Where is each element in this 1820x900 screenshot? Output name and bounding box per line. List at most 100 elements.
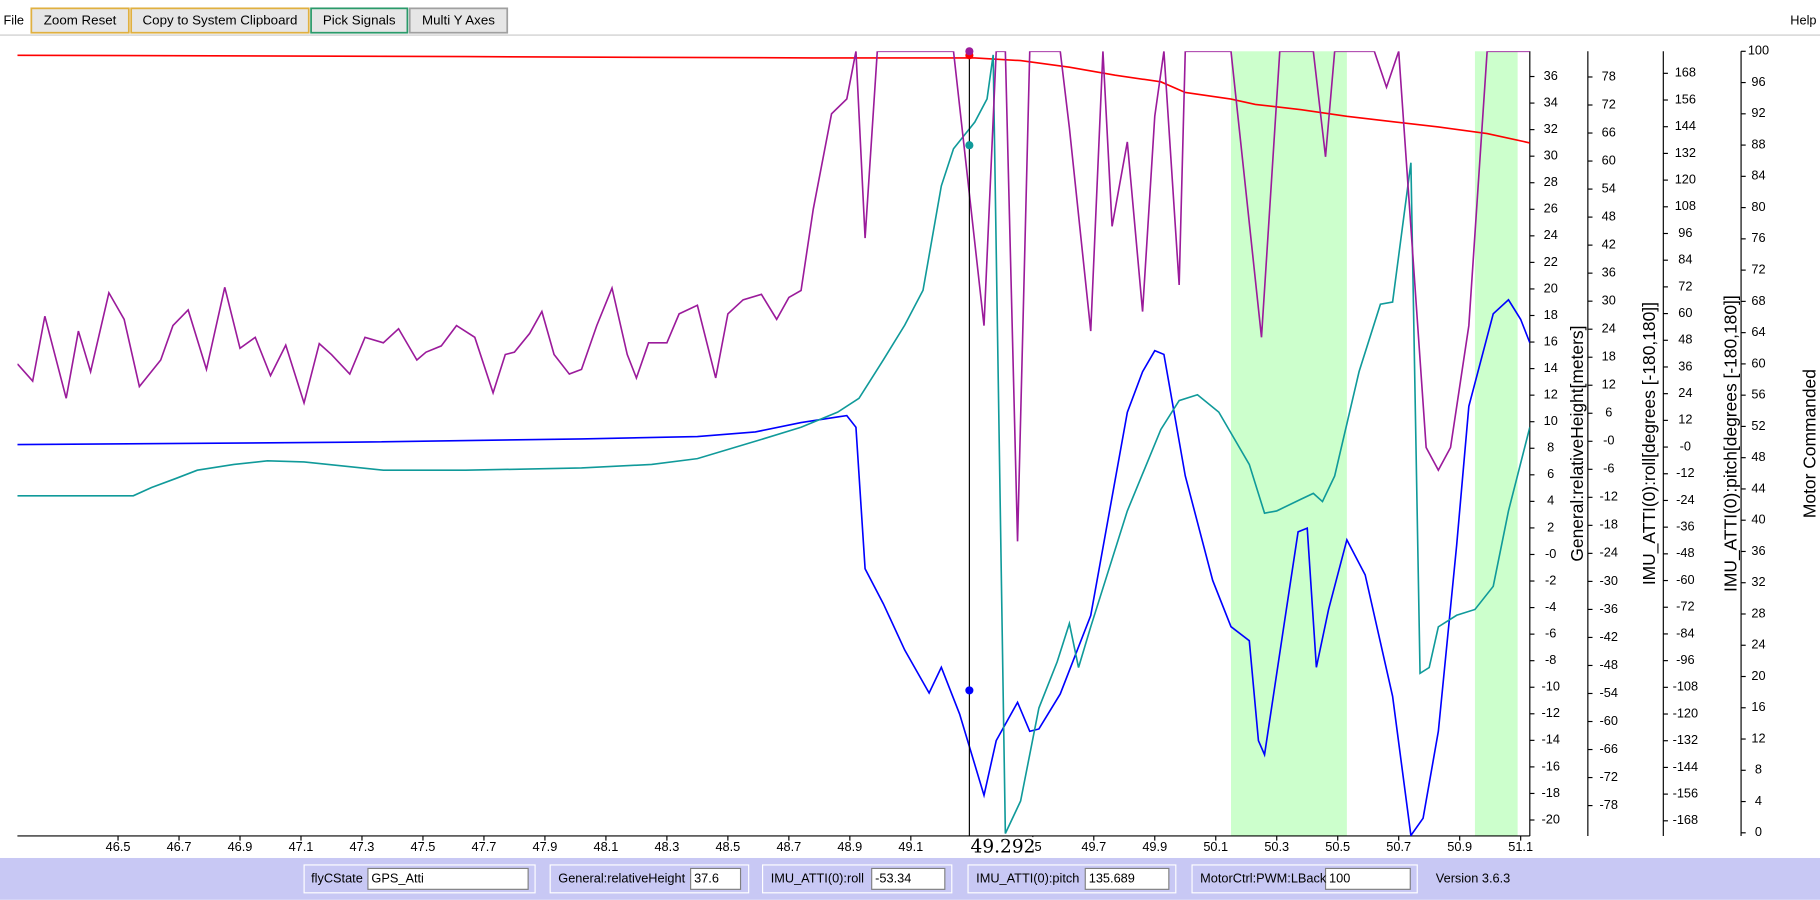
y-tick-label: -156	[1673, 785, 1699, 800]
y-tick-label: 14	[1544, 360, 1558, 375]
y-tick-label: 12	[1602, 377, 1616, 392]
y-tick-label: 132	[1675, 145, 1696, 160]
y-tick-label: 156	[1675, 91, 1696, 106]
y-tick-label: -72	[1676, 599, 1694, 614]
cursor-label-bg	[967, 837, 1035, 858]
status-value: 135.689	[1089, 870, 1135, 885]
y-tick-label: 52	[1751, 418, 1765, 433]
button-face[interactable]	[30, 7, 130, 34]
button-label[interactable]: Multi Y Axes	[422, 13, 495, 28]
y-tick-label: 84	[1751, 168, 1765, 183]
y-tick-label: 20	[1751, 668, 1765, 683]
menu-help[interactable]: Help	[1790, 12, 1816, 27]
cursor-marker	[965, 47, 974, 56]
y-tick-label: -0	[1680, 438, 1691, 453]
y-tick-label: 48	[1751, 449, 1765, 464]
toolbar-button[interactable]: Copy to System Clipboard	[130, 7, 310, 34]
x-tick-label: 50.3	[1264, 839, 1289, 854]
status-label: flyCState	[311, 870, 363, 885]
menu-file[interactable]: File	[3, 12, 24, 27]
y-tick-label: 48	[1678, 332, 1692, 347]
status-label: MotorCtrl:PWM:LBack	[1200, 870, 1327, 885]
y-tick-label: -36	[1676, 519, 1694, 534]
y-tick-label: -60	[1600, 713, 1618, 728]
y-tick-label: 66	[1602, 124, 1616, 139]
x-tick-label: 47.7	[472, 839, 497, 854]
x-tick-label: 46.5	[106, 839, 131, 854]
y-tick-label: 4	[1547, 493, 1554, 508]
x-tick-label: 51.1	[1508, 839, 1533, 854]
y-tick-label: 60	[1602, 152, 1616, 167]
y-tick-label: 18	[1544, 307, 1558, 322]
button-label[interactable]: Pick Signals	[323, 13, 396, 28]
y-tick-label: -48	[1600, 657, 1618, 672]
status-group	[549, 864, 750, 894]
y-tick-label: -12	[1600, 489, 1618, 504]
y-tick-label: 76	[1751, 230, 1765, 245]
y-tick-label: 72	[1751, 261, 1765, 276]
y-tick-label: -18	[1600, 517, 1618, 532]
button-label[interactable]: Zoom Reset	[44, 13, 117, 28]
toolbar-button[interactable]: Multi Y Axes	[408, 7, 509, 34]
y-tick-label: -132	[1673, 732, 1699, 747]
button-face[interactable]	[408, 7, 509, 34]
y-tick-label: -30	[1600, 573, 1618, 588]
button-label[interactable]: Copy to System Clipboard	[143, 13, 298, 28]
highlight-range	[1230, 51, 1347, 836]
y-tick-label: -6	[1545, 626, 1556, 641]
series-line	[17, 54, 1530, 834]
y-tick-label: 22	[1544, 254, 1558, 269]
y-tick-label: 96	[1678, 225, 1692, 240]
x-tick-label: 49.9	[1142, 839, 1167, 854]
y-tick-label: 64	[1751, 324, 1765, 339]
toolbar-button[interactable]: Zoom Reset	[30, 7, 130, 34]
toolbar-button[interactable]: Pick Signals	[310, 7, 409, 34]
y-tick-label: 16	[1751, 699, 1765, 714]
status-value: -53.34	[875, 870, 911, 885]
y-axis-title: IMU_ATTI(0):roll[degrees [-180,180]]	[1639, 302, 1659, 585]
y-tick-label: 60	[1751, 355, 1765, 370]
y-tick-label: -66	[1600, 741, 1618, 756]
y-tick-label: 92	[1751, 105, 1765, 120]
status-value: GPS_Atti	[371, 870, 423, 885]
x-tick-label: 49.1	[898, 839, 923, 854]
y-tick-label: -2	[1545, 572, 1556, 587]
y-tick-label: -72	[1600, 769, 1618, 784]
x-tick-label: 47.9	[533, 839, 558, 854]
y-tick-label: 24	[1544, 227, 1558, 242]
x-tick-label: 46.9	[228, 839, 253, 854]
status-value-box	[367, 867, 529, 890]
x-tick-label: 48.9	[837, 839, 862, 854]
y-tick-label: -0	[1545, 546, 1556, 561]
y-tick-label: 80	[1751, 199, 1765, 214]
x-tick-label: 50.5	[1325, 839, 1350, 854]
y-tick-label: 8	[1755, 762, 1762, 777]
status-group	[762, 864, 953, 894]
y-tick-label: 12	[1678, 412, 1692, 427]
y-tick-label: 32	[1544, 121, 1558, 136]
y-tick-label: 44	[1751, 480, 1765, 495]
y-tick-label: -6	[1603, 461, 1614, 476]
y-tick-label: 26	[1544, 201, 1558, 216]
y-tick-label: -42	[1600, 629, 1618, 644]
y-tick-label: 96	[1751, 74, 1765, 89]
status-group	[1191, 864, 1418, 894]
y-tick-label: 72	[1678, 278, 1692, 293]
series-line	[17, 51, 1530, 542]
y-tick-label: 24	[1751, 637, 1765, 652]
y-tick-label: 18	[1602, 349, 1616, 364]
y-tick-label: 0	[1755, 824, 1762, 839]
status-fields: flyCState GPS_Atti General:relativeHeight 3…	[303, 864, 1510, 894]
y-tick-label: -60	[1676, 572, 1694, 587]
y-tick-label: -10	[1541, 679, 1559, 694]
y-tick-label: 168	[1675, 65, 1696, 80]
button-face[interactable]	[130, 7, 310, 34]
y-tick-label: -36	[1600, 601, 1618, 616]
button-face[interactable]	[310, 7, 409, 34]
status-value: 37.6	[694, 870, 719, 885]
y-tick-label: 6	[1547, 466, 1554, 481]
y-tick-label: -18	[1541, 785, 1559, 800]
x-tick-label: 48.3	[654, 839, 679, 854]
